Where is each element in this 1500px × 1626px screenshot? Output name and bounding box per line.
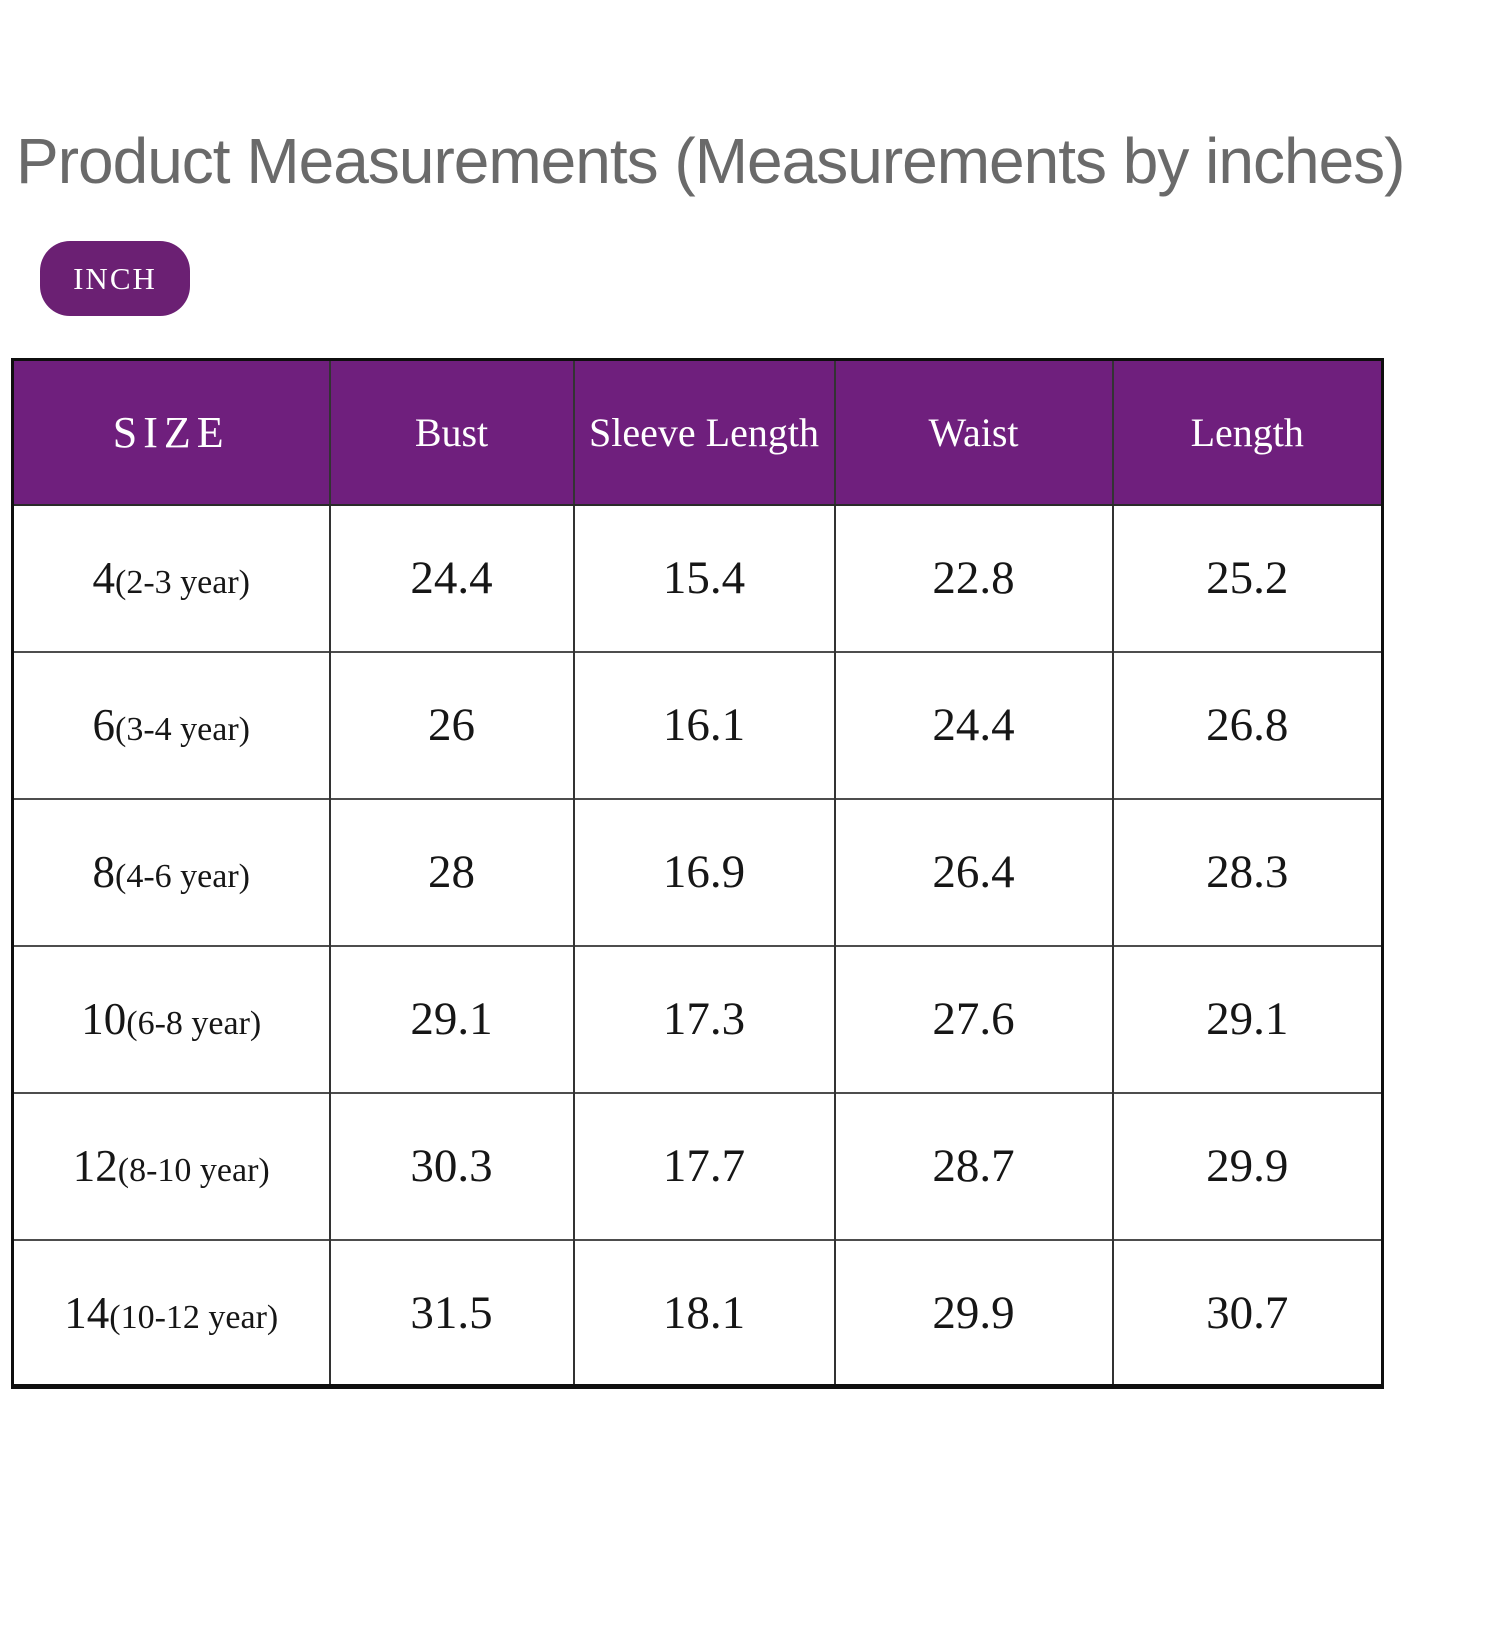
size-number: 8 bbox=[92, 847, 116, 898]
waist-cell: 24.4 bbox=[833, 650, 1113, 799]
bust-cell: 24.4 bbox=[328, 504, 574, 652]
table-row: 10(6-8 year) 29.1 17.3 27.6 29.1 bbox=[12, 944, 1383, 1093]
size-age-range: (8-10 year) bbox=[117, 1152, 270, 1190]
length-cell: 28.3 bbox=[1111, 797, 1383, 946]
measurements-table: SIZE Bust Sleeve Length Waist Length 4(2… bbox=[11, 358, 1384, 1390]
size-cell: 4(2-3 year) bbox=[13, 505, 330, 652]
size-chart-page: Product Measurements (Measurements by in… bbox=[0, 125, 1500, 1390]
size-number: 12 bbox=[72, 1141, 118, 1192]
sleeve-length-cell: 15.4 bbox=[572, 504, 835, 652]
size-cell: 10(6-8 year) bbox=[12, 944, 330, 1093]
size-age-range: (4-6 year) bbox=[115, 858, 250, 896]
page-title: Product Measurements (Measurements by in… bbox=[16, 125, 1405, 197]
bust-cell: 28 bbox=[328, 797, 574, 946]
length-cell: 30.7 bbox=[1111, 1238, 1383, 1387]
table-row: 8(4-6 year) 28 16.9 26.4 28.3 bbox=[12, 797, 1383, 946]
size-number: 6 bbox=[92, 700, 116, 751]
table-row: 12(8-10 year) 30.3 17.7 28.7 29.9 bbox=[12, 1091, 1383, 1240]
sleeve-length-cell: 17.3 bbox=[572, 944, 835, 1093]
bust-cell: 26 bbox=[328, 650, 574, 799]
bust-cell: 31.5 bbox=[328, 1238, 574, 1387]
sleeve-length-cell: 18.1 bbox=[572, 1238, 835, 1387]
bust-cell: 30.3 bbox=[328, 1091, 574, 1240]
size-cell: 6(3-4 year) bbox=[12, 650, 330, 799]
sleeve-length-cell: 16.1 bbox=[572, 650, 835, 799]
length-cell: 26.8 bbox=[1111, 650, 1383, 799]
size-age-range: (2-3 year) bbox=[115, 564, 250, 602]
table-row: 14(10-12 year) 31.5 18.1 29.9 30.7 bbox=[12, 1238, 1383, 1387]
column-header-bust: Bust bbox=[328, 359, 574, 506]
waist-cell: 22.8 bbox=[833, 504, 1113, 652]
unit-inch-button[interactable]: INCH bbox=[40, 241, 190, 317]
waist-cell: 26.4 bbox=[833, 797, 1113, 946]
size-number: 14 bbox=[64, 1287, 110, 1338]
length-cell: 25.2 bbox=[1111, 504, 1383, 652]
waist-cell: 28.7 bbox=[833, 1091, 1113, 1240]
size-cell: 8(4-6 year) bbox=[12, 797, 330, 946]
bust-cell: 29.1 bbox=[328, 944, 574, 1093]
length-cell: 29.1 bbox=[1111, 944, 1383, 1093]
table-row: 4(2-3 year) 24.4 15.4 22.8 25.2 bbox=[13, 504, 1383, 652]
table-row: 6(3-4 year) 26 16.1 24.4 26.8 bbox=[12, 650, 1383, 799]
table-header-row: SIZE Bust Sleeve Length Waist Length bbox=[12, 359, 1383, 506]
size-cell: 12(8-10 year) bbox=[12, 1091, 330, 1240]
sleeve-length-cell: 17.7 bbox=[572, 1091, 835, 1240]
size-age-range: (6-8 year) bbox=[126, 1005, 262, 1043]
waist-cell: 27.6 bbox=[833, 944, 1113, 1093]
size-age-range: (3-4 year) bbox=[115, 711, 250, 749]
length-cell: 29.9 bbox=[1111, 1091, 1383, 1240]
waist-cell: 29.9 bbox=[833, 1238, 1113, 1387]
size-number: 10 bbox=[81, 994, 127, 1045]
column-header-sleeve-length: Sleeve Length bbox=[572, 359, 835, 506]
size-number: 4 bbox=[92, 553, 116, 604]
sleeve-length-cell: 16.9 bbox=[572, 797, 835, 946]
size-age-range: (10-12 year) bbox=[109, 1298, 279, 1336]
column-header-length: Length bbox=[1111, 359, 1383, 506]
column-header-waist: Waist bbox=[833, 359, 1113, 506]
size-cell: 14(10-12 year) bbox=[12, 1238, 330, 1387]
column-header-size: SIZE bbox=[12, 359, 330, 506]
